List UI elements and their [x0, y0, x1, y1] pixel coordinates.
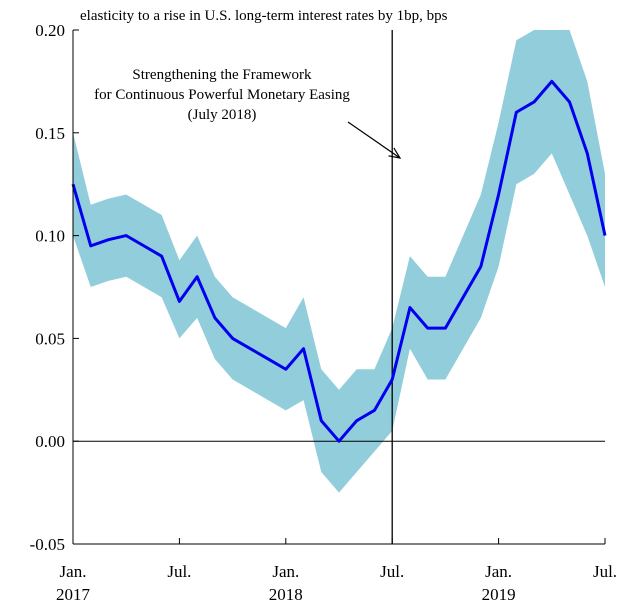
x-tick-label: Jan. — [60, 562, 87, 581]
x-tick-label: Jul. — [593, 562, 617, 581]
y-tick-label: 0.20 — [35, 21, 65, 40]
confidence-band — [73, 30, 605, 493]
annotation: Strengthening the Framework — [132, 67, 312, 83]
annotation-arrow — [347, 121, 400, 158]
y-tick-label: -0.05 — [30, 535, 65, 554]
y-tick-label: 0.00 — [35, 432, 65, 451]
x-tick-year: 2018 — [269, 585, 303, 604]
x-tick-label: Jul. — [380, 562, 404, 581]
y-tick-label: 0.10 — [35, 227, 65, 246]
annotation: for Continuous Powerful Monetary Easing — [94, 87, 350, 103]
y-tick-label: 0.05 — [35, 329, 65, 348]
annotation: (July 2018) — [188, 107, 257, 123]
x-tick-label: Jan. — [485, 562, 512, 581]
chart-title: elasticity to a rise in U.S. long-term i… — [80, 8, 448, 24]
x-tick-year: 2017 — [56, 585, 91, 604]
y-tick-label: 0.15 — [35, 124, 65, 143]
x-tick-label: Jan. — [272, 562, 299, 581]
x-tick-label: Jul. — [167, 562, 191, 581]
x-tick-year: 2019 — [482, 585, 516, 604]
data-line — [71, 79, 607, 443]
